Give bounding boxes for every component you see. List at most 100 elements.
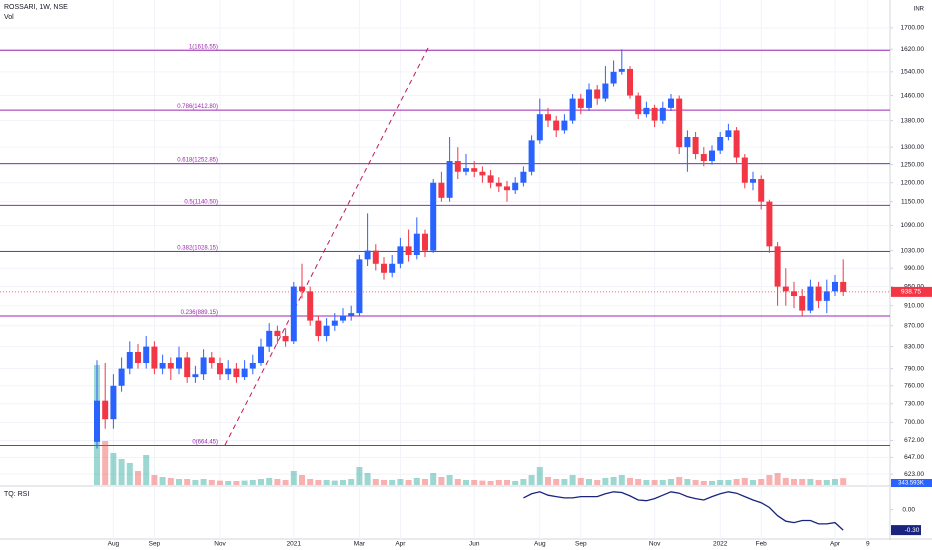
candle-body — [364, 250, 371, 260]
candle-body — [651, 107, 658, 121]
candle-body — [315, 320, 322, 337]
volume-bar — [479, 480, 486, 485]
volume-bar — [610, 477, 617, 485]
volume-bar — [225, 481, 232, 485]
volume-bar — [799, 479, 806, 485]
candle-body — [299, 286, 305, 292]
candle-body — [782, 286, 789, 292]
candle-body — [512, 182, 519, 191]
volume-bar — [422, 479, 428, 485]
volume-bar — [151, 475, 158, 485]
candle-body — [323, 325, 330, 337]
candles — [94, 49, 847, 449]
volume-bar — [364, 473, 371, 485]
candle-body — [602, 83, 609, 99]
volume-bar — [463, 480, 469, 485]
volume-bar — [200, 479, 207, 485]
candle-body — [167, 362, 174, 369]
candle-body — [463, 168, 469, 172]
last-price-box — [891, 286, 932, 297]
candle-body — [725, 130, 732, 137]
x-tick-label: Sep — [575, 541, 587, 548]
candle-body — [561, 120, 568, 131]
x-tick-label: Nov — [649, 541, 661, 548]
candle-body — [397, 246, 404, 264]
candle-body — [635, 95, 642, 115]
y-tick-label: 1460.00 — [901, 92, 925, 99]
candle-body — [520, 171, 527, 183]
volume-bar — [266, 478, 273, 485]
volume-bar — [495, 480, 502, 485]
candle-body — [249, 362, 256, 369]
volume-bar — [307, 479, 314, 485]
volume-bar — [815, 480, 822, 485]
volume-bar — [545, 477, 551, 485]
candle-body — [192, 374, 199, 378]
volume-bar — [594, 480, 601, 485]
fib-label: 0.618(1252.85) — [177, 158, 218, 164]
candle-body — [610, 71, 617, 84]
candle-body — [586, 89, 592, 108]
candle-body — [528, 140, 535, 172]
candle-body — [815, 286, 822, 301]
y-tick-label: 910.00 — [904, 302, 924, 309]
candle-body — [684, 136, 691, 148]
candle-body — [627, 68, 633, 96]
volume-label-box — [891, 479, 932, 487]
rsi-line — [523, 491, 844, 531]
y-tick-label: 623.00 — [904, 471, 924, 478]
candle-body — [676, 98, 683, 148]
candle-body — [577, 98, 584, 108]
candle-body — [225, 368, 232, 375]
candle-body — [438, 182, 445, 198]
y-tick-label: 730.00 — [904, 400, 924, 407]
volume-bar — [102, 441, 109, 485]
x-tick-label: Aug — [108, 541, 120, 548]
candle-body — [208, 357, 215, 363]
volume-bar — [627, 478, 633, 485]
candle-body — [471, 168, 478, 172]
candle-body — [553, 120, 560, 131]
candle-body — [487, 175, 494, 183]
candle-body — [659, 107, 666, 121]
candle-body — [184, 357, 191, 378]
volume-bar — [110, 453, 117, 485]
volume-bar — [258, 479, 264, 485]
volume-bar — [438, 477, 445, 485]
candle-body — [422, 233, 428, 251]
volume-bar — [233, 481, 240, 485]
candle-body — [282, 336, 289, 342]
candle-body — [200, 357, 207, 375]
volume-bar — [569, 475, 576, 485]
volume-bar — [372, 479, 379, 485]
candle-body — [618, 68, 625, 72]
y-tick-label: 672.00 — [904, 437, 924, 444]
x-tick-label: Apr — [395, 541, 406, 548]
y-tick-label: 1540.00 — [901, 69, 925, 76]
volume-bar — [725, 480, 732, 485]
volume-bar — [741, 478, 748, 485]
y-tick-label: 950.00 — [904, 283, 924, 290]
candle-body — [266, 330, 273, 347]
volume-bar — [577, 478, 584, 485]
indicator-title: TQ: RSI — [4, 491, 29, 498]
x-tick-label: 9 — [866, 541, 870, 548]
candle-body — [372, 250, 379, 264]
y-tick-label: 1200.00 — [901, 179, 925, 186]
volume-bar — [249, 480, 256, 485]
volume-bar — [717, 480, 724, 485]
x-tick-label: Mar — [354, 541, 366, 548]
y-tick-label: 1030.00 — [901, 247, 925, 254]
candle-body — [126, 352, 133, 369]
volume-bar — [618, 475, 625, 485]
candle-body — [274, 330, 281, 337]
candle-body — [594, 89, 601, 99]
volume-bar — [208, 480, 215, 485]
volume-bar — [217, 480, 223, 485]
y-tick-label: 1090.00 — [901, 222, 925, 229]
candle-body — [536, 114, 543, 141]
x-tick-label: 2021 — [287, 541, 302, 548]
grid — [0, 0, 890, 539]
volume-bar — [823, 480, 830, 485]
candle-body — [545, 114, 551, 121]
